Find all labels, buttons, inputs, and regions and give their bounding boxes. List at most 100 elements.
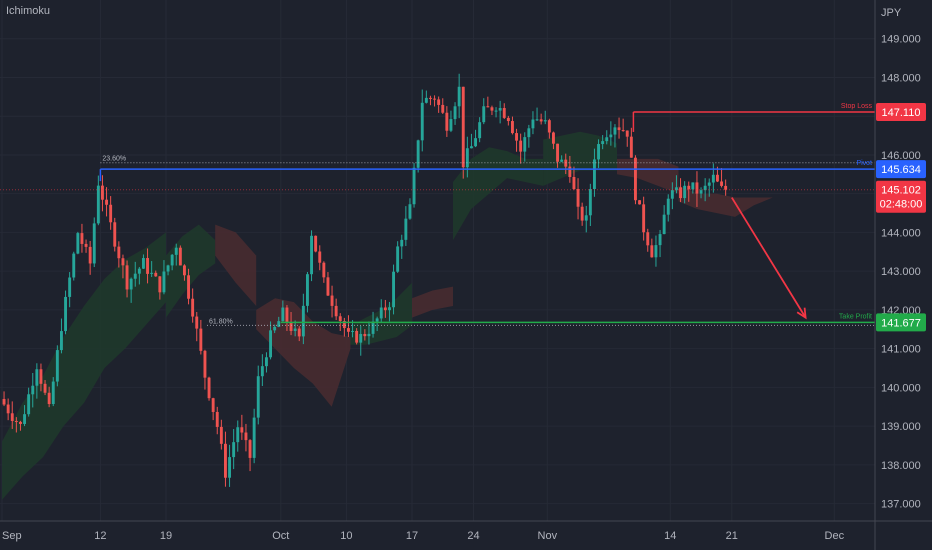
y-tick-label: 146.000: [881, 150, 921, 162]
candle: [601, 141, 605, 145]
candle: [486, 106, 490, 108]
candle: [43, 383, 47, 393]
x-tick-label: 17: [406, 530, 418, 542]
candle: [568, 166, 572, 177]
candle: [392, 271, 395, 308]
candle: [342, 321, 346, 329]
candle: [293, 328, 297, 331]
candle: [301, 305, 305, 337]
stop-loss-label: Stop Loss: [841, 103, 873, 110]
candle: [31, 385, 35, 395]
candle: [347, 328, 350, 332]
candle: [609, 134, 613, 138]
candle: [498, 108, 502, 111]
candle: [80, 233, 84, 244]
candle: [478, 122, 482, 139]
price-tags: 147.110 145.634 141.677 145.102 02:48:00: [876, 102, 926, 332]
candle: [92, 223, 96, 264]
candle: [371, 321, 375, 334]
candle: [490, 107, 494, 111]
candle: [711, 174, 715, 183]
candle: [203, 350, 207, 378]
candle: [240, 427, 244, 433]
pivot-label: Pivot: [856, 160, 872, 167]
candle: [625, 130, 629, 137]
candle: [150, 272, 154, 274]
projection-arrow-line: [731, 197, 807, 319]
candle: [642, 204, 646, 233]
x-tick-label: 10: [340, 530, 352, 542]
candle: [662, 214, 666, 235]
candle: [461, 86, 465, 168]
candle: [322, 262, 326, 278]
candle: [244, 432, 248, 441]
candle: [76, 233, 80, 254]
candle: [236, 427, 240, 443]
candle: [178, 247, 182, 266]
candle: [638, 200, 641, 205]
candle: [183, 265, 186, 276]
candle: [699, 190, 703, 194]
candle: [383, 307, 387, 311]
candle: [207, 377, 211, 399]
candle: [634, 157, 637, 201]
candle: [310, 235, 313, 275]
stop-loss-tag-text: 147.110: [882, 107, 921, 119]
candle: [215, 411, 219, 427]
candle: [556, 143, 559, 162]
candle: [416, 140, 420, 168]
candle: [338, 316, 342, 322]
candle: [494, 110, 498, 112]
candle: [515, 133, 518, 141]
candle: [560, 159, 564, 162]
grid-lines: [0, 0, 875, 521]
take-profit-label: Take Profit: [839, 313, 872, 320]
candle: [84, 243, 88, 247]
candle: [584, 215, 588, 221]
candlestick-series: [2, 73, 728, 487]
candle: [47, 392, 51, 405]
candle: [552, 132, 555, 144]
candle: [39, 369, 43, 384]
candle: [424, 97, 428, 103]
candle: [166, 265, 170, 272]
cloud-segment: [412, 286, 453, 318]
candle: [228, 457, 231, 478]
pivot-tag: [876, 160, 926, 179]
candle: [408, 204, 412, 219]
x-tick-label: 21: [726, 530, 738, 542]
x-tick-label: Oct: [272, 530, 289, 542]
candle: [457, 86, 461, 107]
y-tick-label: 141.000: [881, 344, 921, 356]
candle: [703, 185, 707, 191]
candle: [68, 277, 72, 297]
candle: [306, 274, 309, 306]
candle: [474, 138, 477, 147]
candle: [314, 235, 318, 252]
candle: [297, 328, 301, 337]
candle: [658, 234, 662, 246]
candle: [191, 298, 195, 317]
candle: [412, 167, 416, 205]
candle: [109, 204, 113, 223]
candle: [539, 119, 543, 122]
candle: [117, 246, 121, 259]
projection-arrow-head: [796, 307, 807, 320]
candle: [527, 128, 531, 138]
candle: [2, 398, 6, 405]
candle: [654, 245, 658, 258]
candle: [64, 296, 67, 332]
candle: [195, 316, 199, 329]
candle: [199, 328, 203, 351]
candle: [105, 199, 108, 205]
fib-label: 23.60%: [102, 156, 126, 163]
candle: [252, 417, 256, 458]
x-tick-label: 19: [160, 530, 172, 542]
candle: [10, 413, 14, 421]
x-tick-label: Sep: [2, 530, 22, 542]
time-axis[interactable]: Sep 12 19 Oct 10 17 24 Nov 14 21 Dec: [2, 530, 845, 542]
candle: [154, 272, 158, 277]
candle: [375, 318, 379, 322]
candle: [277, 321, 281, 327]
